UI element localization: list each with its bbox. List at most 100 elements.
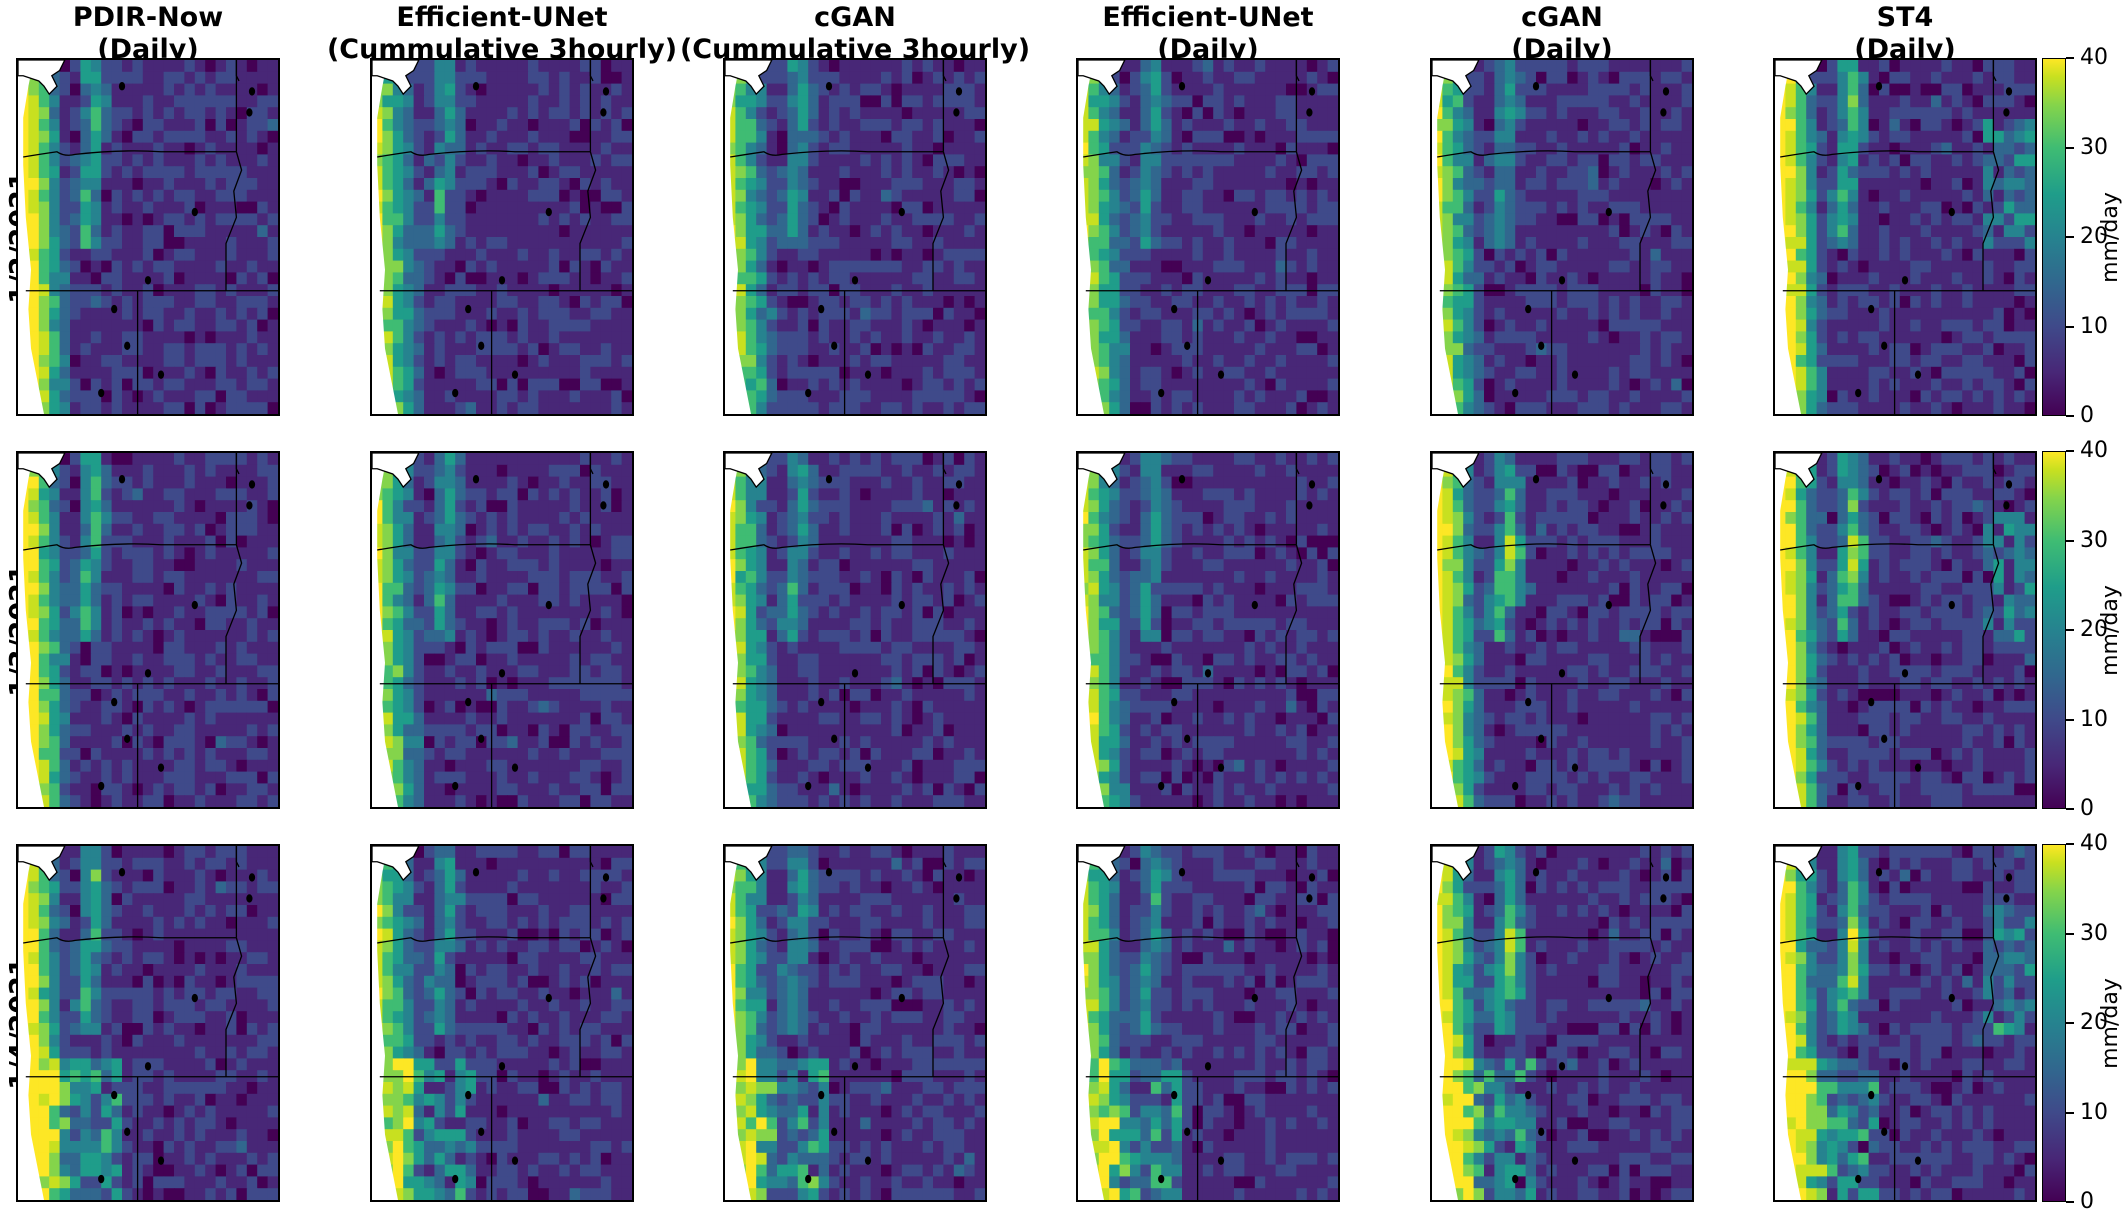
precip-cell [746, 237, 757, 249]
precip-cell [112, 119, 123, 131]
precip-cell [1286, 272, 1297, 284]
precip-cell [497, 107, 508, 119]
precip-cell [445, 308, 456, 320]
precip-cell [943, 166, 954, 178]
precip-cell [164, 95, 175, 107]
precip-cell [787, 202, 798, 214]
precip-cell [1806, 202, 1817, 214]
precip-cell [268, 225, 278, 237]
precip-cell [1962, 60, 1973, 72]
precip-cell [184, 571, 195, 583]
precip-cell [1962, 178, 1973, 190]
precip-cell [414, 296, 425, 308]
precip-cell [1463, 154, 1474, 166]
precip-cell [1172, 72, 1183, 84]
precip-cell [1785, 178, 1796, 190]
precip-cell [1941, 178, 1952, 190]
precip-cell [226, 488, 237, 500]
precip-cell [829, 119, 840, 131]
precip-cell [1505, 331, 1516, 343]
precip-cell [1661, 166, 1672, 178]
precip-cell [528, 237, 539, 249]
precip-cell [184, 95, 195, 107]
precip-cell [923, 296, 934, 308]
precip-cell [195, 296, 206, 308]
precip-cell [268, 524, 278, 536]
precip-cell [49, 390, 60, 402]
precip-cell [819, 178, 830, 190]
precip-cell [1837, 320, 1848, 332]
column-title: Efficient-UNet (Cummulative 3hourly) [322, 2, 682, 66]
precip-cell [1255, 95, 1266, 107]
precip-cell [954, 249, 965, 261]
precip-cell [80, 595, 91, 607]
precip-cell [1515, 379, 1526, 391]
precip-cell [1182, 154, 1193, 166]
precip-cell [767, 213, 778, 225]
precip-cell [1827, 213, 1838, 225]
precip-cell [507, 84, 518, 96]
precip-cell [1536, 119, 1547, 131]
precip-cell [49, 618, 60, 630]
precip-cell [1120, 143, 1131, 155]
precip-cell [101, 379, 112, 391]
precip-cell [497, 143, 508, 155]
precip-cell [590, 190, 601, 202]
precip-cell [445, 72, 456, 84]
precip-cell [787, 190, 798, 202]
precip-cell [1806, 213, 1817, 225]
precip-cell [1827, 379, 1838, 391]
precip-cell [132, 606, 143, 618]
precip-cell [507, 190, 518, 202]
precip-cell [195, 225, 206, 237]
precip-cell [195, 571, 206, 583]
precip-cell [1869, 213, 1880, 225]
precip-cell [1536, 308, 1547, 320]
precip-cell [819, 213, 830, 225]
precip-cell [1244, 84, 1255, 96]
precip-cell [1244, 272, 1255, 284]
precip-cell [476, 202, 487, 214]
precip-cell [174, 119, 185, 131]
precip-cell [1796, 320, 1807, 332]
precip-cell [570, 190, 581, 202]
precip-cell [1796, 261, 1807, 273]
precip-cell [881, 355, 892, 367]
precip-cell [1630, 107, 1641, 119]
precip-cell [528, 95, 539, 107]
precip-cell [80, 296, 91, 308]
precip-cell [611, 343, 622, 355]
precip-cell [1474, 190, 1485, 202]
precip-cell [1484, 390, 1495, 402]
precip-cell [1244, 355, 1255, 367]
precip-cell [580, 107, 591, 119]
precip-cell [236, 190, 247, 202]
precip-cell [1900, 213, 1911, 225]
precip-cell [1463, 119, 1474, 131]
precip-cell [486, 225, 497, 237]
precip-cell [1869, 225, 1880, 237]
precip-cell [1286, 154, 1297, 166]
precip-cell [538, 178, 549, 190]
precip-cell [590, 249, 601, 261]
precip-cell [1474, 154, 1485, 166]
precip-cell [518, 178, 529, 190]
precip-cell [559, 154, 570, 166]
precip-cell [268, 213, 278, 225]
precip-cell [1630, 190, 1641, 202]
precip-cell [549, 367, 560, 379]
precip-cell [1848, 320, 1859, 332]
precip-cell [1442, 237, 1453, 249]
precip-cell [891, 131, 902, 143]
precip-cell [70, 249, 81, 261]
precip-cell [455, 119, 466, 131]
precip-cell [1993, 237, 2004, 249]
precip-cell [257, 524, 268, 536]
precip-cell [91, 571, 102, 583]
precip-cell [257, 536, 268, 548]
precip-cell [850, 131, 861, 143]
precip-cell [549, 225, 560, 237]
precip-cell [184, 72, 195, 84]
precip-cell [91, 296, 102, 308]
precip-cell [80, 524, 91, 536]
